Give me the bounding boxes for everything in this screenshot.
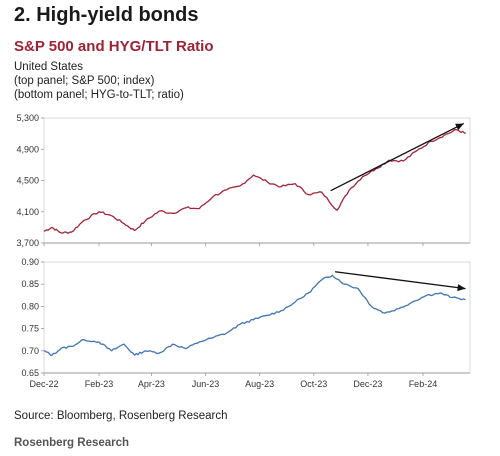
ratio-y-tick-label: 0.65: [21, 368, 39, 378]
x-tick-label: Feb-23: [85, 379, 114, 389]
source-note: Source: Bloomberg, Rosenberg Research: [14, 410, 228, 422]
spx-y-tick-label: 5,300: [16, 113, 39, 123]
x-tick-label: Apr-23: [138, 379, 165, 389]
spx-plot-frame: [43, 117, 471, 244]
ratio-y-tick-label: 0.75: [21, 324, 39, 334]
x-tick-label: Jun-23: [192, 379, 220, 389]
spx-y-tick-label: 4,900: [16, 144, 39, 154]
ratio-y-tick-label: 0.70: [21, 346, 39, 356]
ratio-y-tick-label: 0.80: [21, 301, 39, 311]
spx-trend-arrow-head: [455, 123, 464, 131]
subtitle-bottom-panel: (bottom panel; HYG-to-TLT; ratio): [14, 89, 184, 101]
chart-title: S&P 500 and HYG/TLT Ratio: [14, 38, 214, 55]
x-tick-label: Feb-24: [409, 379, 438, 389]
subtitle-country: United States: [14, 61, 84, 73]
spx-trend-arrow-line: [330, 122, 465, 192]
ratio-series-line: [43, 274, 466, 356]
section-title: 2. High-yield bonds: [14, 4, 199, 26]
brand-footer: Rosenberg Research: [14, 437, 130, 449]
spx-y-tick-label: 4,500: [16, 176, 39, 186]
ratio-y-tick-label: 0.85: [21, 279, 39, 289]
spx-y-tick-label: 3,700: [16, 238, 39, 248]
ratio-trend-arrow-head: [457, 284, 466, 292]
subtitle-top-panel: (top panel; S&P 500; index): [14, 75, 155, 87]
spx-y-tick-label: 4,100: [16, 207, 39, 217]
ratio-y-tick-label: 0.90: [21, 257, 39, 267]
ratio-trend-arrow-line: [335, 271, 466, 290]
ratio-plot-frame: [43, 261, 471, 374]
spx-series-line: [43, 129, 466, 234]
x-tick-label: Dec-23: [353, 379, 382, 389]
x-tick-label: Oct-23: [300, 379, 327, 389]
spx-panel: 5,300 4,900 4,500 4,100 3,700: [16, 113, 471, 248]
x-tick-label: Dec-22: [29, 379, 58, 389]
x-tick-label: Aug-23: [245, 379, 274, 389]
